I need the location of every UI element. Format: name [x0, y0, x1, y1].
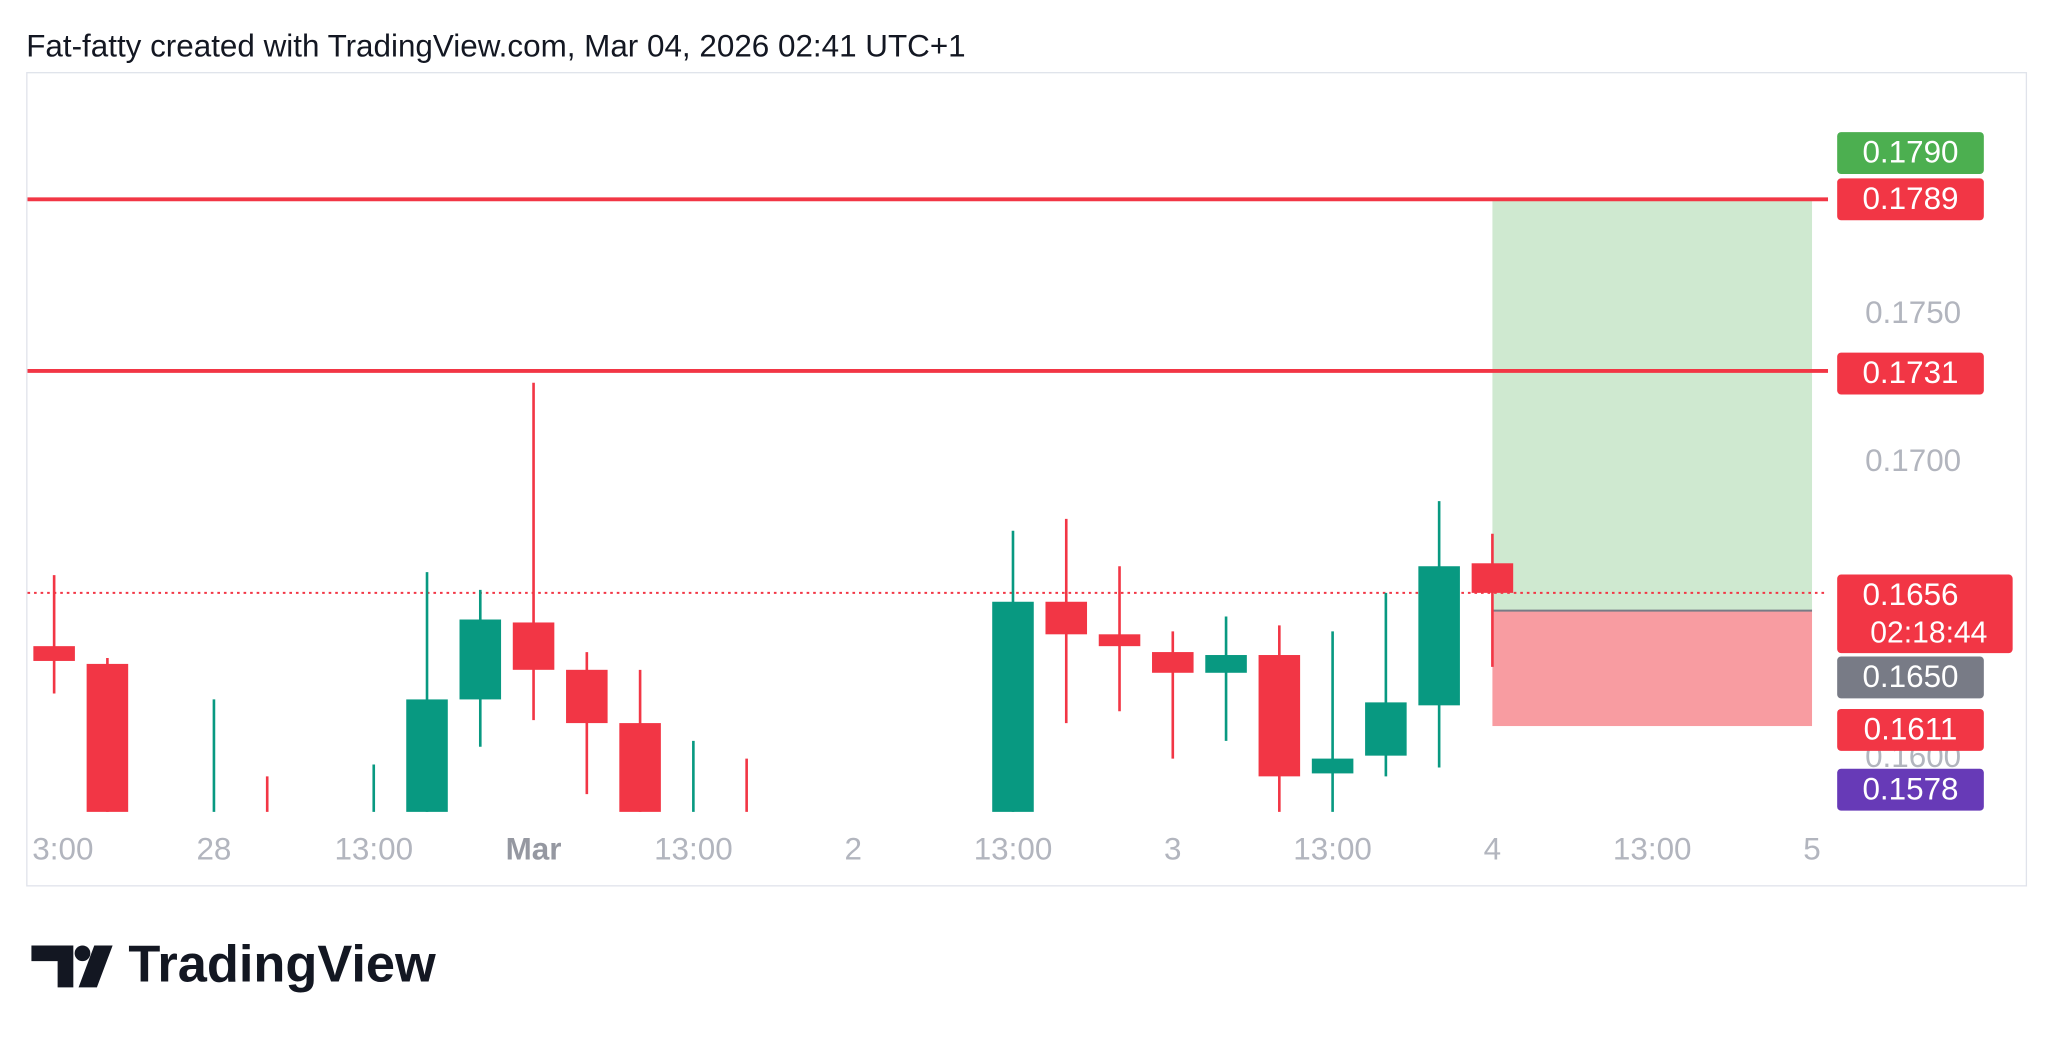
price-badge [1837, 132, 1984, 175]
candle-body [566, 669, 608, 724]
x-tick-label: 13:00 [1293, 831, 1372, 866]
candle-body [1471, 563, 1514, 593]
candle-body [33, 646, 75, 661]
candle-body [1098, 634, 1141, 647]
price-badge [1837, 352, 1984, 395]
x-tick-label: Mar [506, 831, 562, 866]
price-badge-label: 0.1611 [1864, 712, 1958, 747]
x-tick-label: 13:00 [974, 831, 1053, 866]
logo-icon [31, 945, 74, 988]
candle-body [1205, 655, 1247, 673]
candle-body [992, 601, 1034, 812]
candle-body [1045, 601, 1088, 635]
candle-body [1311, 758, 1354, 774]
price-badge-label: 0.1790 [1862, 135, 1958, 170]
candle-body [459, 619, 502, 700]
position-profit-zone [1492, 199, 1813, 611]
x-tick-label: 13:00 [654, 831, 733, 866]
y-tick-label: 0.1700 [1865, 443, 1961, 478]
x-tick-label: 2 [844, 831, 861, 866]
price-badge-label: 0.1731 [1862, 355, 1958, 390]
price-badge-label: 0.1789 [1862, 181, 1958, 216]
price-badge-countdown: 02:18:44 [1870, 617, 1987, 650]
candle-body [512, 622, 555, 670]
brand-name: TradingView [128, 936, 436, 994]
x-tick-label: 5 [1803, 831, 1820, 866]
brand-logo: TradingView [31, 936, 436, 994]
price-badge-label: 0.1656 [1862, 577, 1958, 612]
x-tick-label: 28 [196, 831, 231, 866]
logo-icon [74, 945, 91, 962]
candle-body [1418, 566, 1460, 706]
x-tick-label: 3 [1164, 831, 1181, 866]
plot-area [27, 197, 1829, 812]
x-tick-label: 13:00 [1613, 831, 1692, 866]
header-title: Fat-fatty created with TradingView.com, … [26, 29, 965, 64]
candle-body [1258, 655, 1301, 777]
candle-body [86, 663, 129, 812]
price-badge [1837, 709, 1984, 751]
price-badge [1837, 574, 2013, 654]
chart-frame [26, 72, 2028, 887]
candle-body [1365, 702, 1407, 756]
candle-body [1152, 652, 1194, 673]
price-badge-label: 0.1578 [1862, 771, 1958, 806]
x-tick-label: 3:00 [32, 831, 93, 866]
price-badge-label: 0.1650 [1862, 659, 1958, 694]
price-badge [1837, 656, 1984, 699]
candle-body [406, 699, 448, 812]
y-tick-label: 0.1750 [1865, 295, 1961, 330]
logo-icon [78, 945, 113, 988]
price-badge [1837, 178, 1984, 221]
price-badge [1837, 768, 1984, 811]
position-loss-zone [1492, 610, 1813, 727]
x-tick-label: 4 [1484, 831, 1501, 866]
candle-body [619, 723, 661, 812]
x-tick-label: 13:00 [334, 831, 413, 866]
